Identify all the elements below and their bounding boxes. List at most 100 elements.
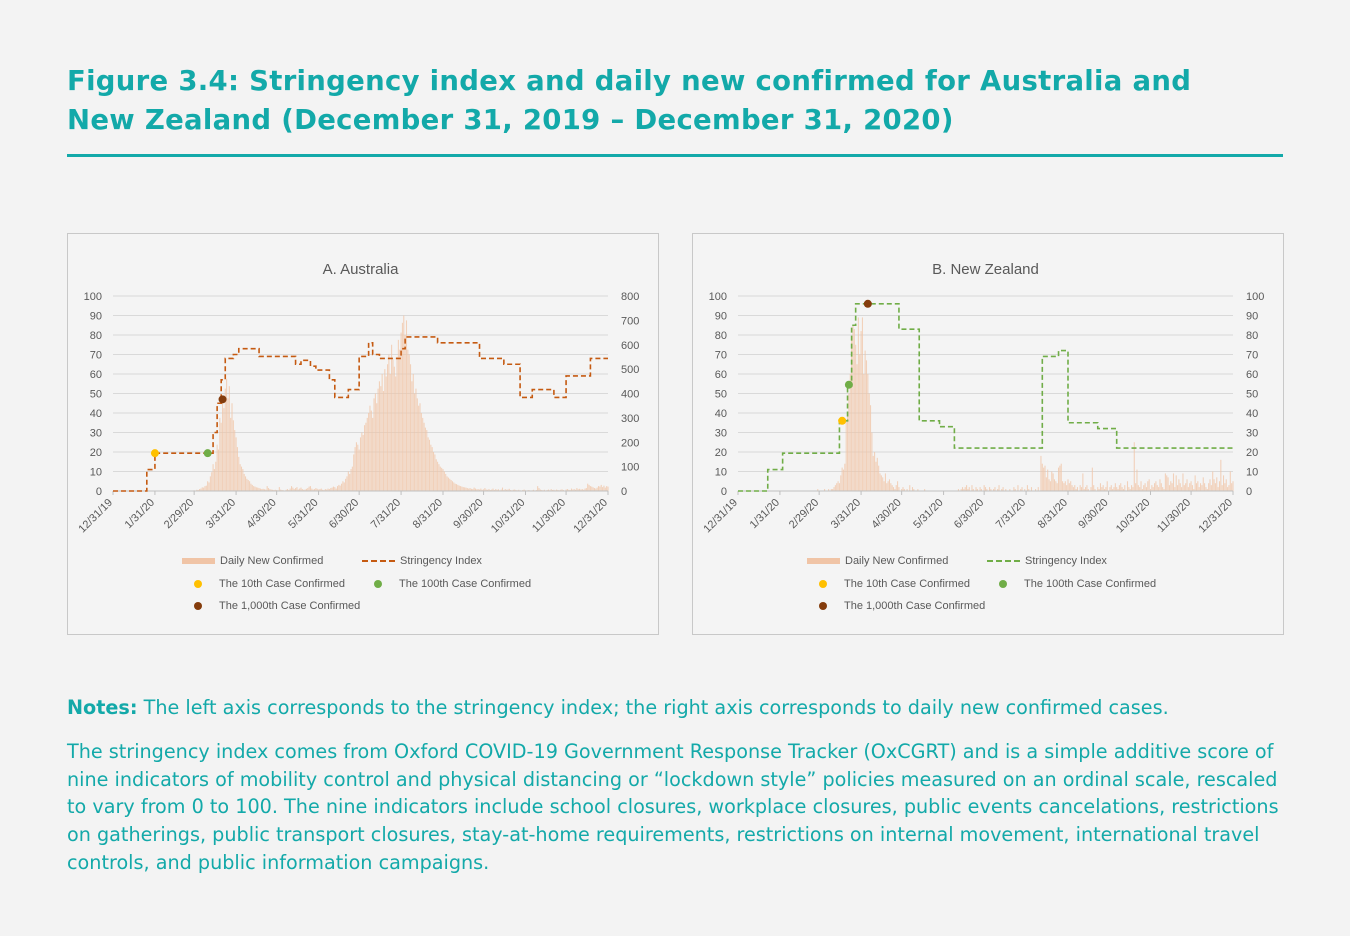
daily-case-bar <box>887 481 889 491</box>
x-axis-tick-label: 2/29/20 <box>787 497 821 531</box>
daily-case-bar <box>491 489 493 491</box>
daily-case-bar <box>836 483 838 491</box>
daily-case-bar <box>353 454 355 491</box>
daily-case-bar <box>1140 481 1142 491</box>
daily-case-bar <box>1141 489 1143 491</box>
daily-case-bar <box>247 480 249 491</box>
daily-case-bar <box>442 469 444 491</box>
right-axis-tick-label: 700 <box>621 315 639 327</box>
daily-case-bar <box>1197 481 1199 491</box>
daily-case-bar <box>393 366 395 491</box>
legend-1000th-case: The 1,000th Case Confirmed <box>194 600 360 612</box>
x-axis-tick-label: 10/31/20 <box>1114 497 1153 536</box>
daily-case-bar <box>358 449 360 491</box>
daily-case-bar <box>369 405 371 491</box>
daily-case-bar <box>600 484 602 491</box>
daily-case-bar <box>377 388 379 491</box>
x-axis-tick-label: 9/30/20 <box>451 497 485 531</box>
daily-case-bar <box>878 465 880 491</box>
stringency-index-line <box>738 303 1233 492</box>
daily-case-bar <box>1189 483 1191 491</box>
left-axis-tick-label: 80 <box>90 330 102 342</box>
daily-case-bar <box>285 489 287 491</box>
daily-case-bar <box>354 447 356 491</box>
right-axis-tick-label: 10 <box>1246 467 1258 479</box>
x-axis-tick-label: 4/30/20 <box>244 497 278 531</box>
daily-case-bar <box>606 486 608 491</box>
x-axis-tick-label: 9/30/20 <box>1076 497 1110 531</box>
daily-case-bar <box>1093 485 1095 491</box>
daily-case-bar <box>1048 479 1050 491</box>
daily-case-bar <box>976 489 978 491</box>
daily-case-bar <box>1017 485 1019 491</box>
daily-case-bar <box>476 489 478 491</box>
daily-case-bar <box>469 488 471 491</box>
left-axis-tick-label: 90 <box>90 311 102 323</box>
daily-case-bar <box>589 486 591 491</box>
daily-case-bar <box>430 444 432 491</box>
daily-case-bar <box>278 487 280 491</box>
daily-case-bar <box>1168 485 1170 491</box>
daily-case-bar <box>289 488 291 491</box>
daily-case-bar <box>484 488 486 491</box>
daily-case-bar <box>1090 487 1092 491</box>
daily-case-bar <box>1064 481 1066 491</box>
daily-case-bar <box>1087 489 1089 491</box>
daily-case-bar <box>381 374 383 491</box>
daily-case-bar <box>431 447 433 491</box>
x-axis-tick-label: 12/31/20 <box>571 497 610 536</box>
daily-case-bar <box>220 422 222 491</box>
daily-case-bar <box>207 481 209 491</box>
daily-case-bar <box>1213 479 1215 491</box>
daily-case-bar <box>347 471 349 491</box>
daily-case-bar <box>437 461 439 491</box>
daily-case-bar <box>343 482 345 491</box>
daily-case-bar <box>349 473 351 491</box>
daily-case-bar <box>266 486 268 491</box>
daily-case-bar <box>208 482 210 491</box>
daily-case-bar <box>1070 481 1072 491</box>
right-axis-tick-label: 100 <box>1246 291 1264 303</box>
daily-case-bar <box>466 488 468 491</box>
daily-case-bar <box>315 488 317 491</box>
right-axis-tick-label: 30 <box>1246 428 1258 440</box>
daily-case-bar <box>230 417 232 491</box>
daily-case-bar <box>450 480 452 491</box>
daily-case-bar <box>565 489 567 491</box>
daily-case-bar <box>449 478 451 491</box>
daily-case-bar <box>1228 485 1230 491</box>
daily-case-bar <box>1005 489 1007 491</box>
daily-case-bar <box>882 477 884 491</box>
daily-case-bar <box>886 483 888 491</box>
daily-case-bar <box>313 489 316 491</box>
daily-case-bar <box>227 398 229 491</box>
legend-daily-new-confirmed: Daily New Confirmed <box>807 555 948 567</box>
daily-case-bar <box>245 476 247 491</box>
chart-australia: A. Australia 0 10 20 30 40 50 60 70 80 90 100 0 100 20… <box>76 261 639 536</box>
daily-case-bar <box>1149 489 1152 491</box>
legend-daily-new-confirmed: Daily New Confirmed <box>182 555 323 567</box>
daily-case-bar <box>909 485 911 491</box>
daily-case-bar <box>874 452 876 491</box>
daily-case-bar <box>585 488 587 491</box>
daily-case-bar <box>576 488 578 491</box>
daily-case-bar <box>837 481 839 491</box>
bar-swatch <box>182 558 215 564</box>
daily-case-bar <box>1079 485 1081 491</box>
daily-case-bar <box>366 417 368 491</box>
daily-case-bar <box>242 469 244 491</box>
daily-case-bar <box>1024 489 1026 491</box>
daily-case-bar <box>222 400 224 491</box>
right-axis-tick-label: 100 <box>621 462 639 474</box>
daily-case-bar <box>847 413 849 491</box>
daily-case-bar <box>592 487 594 491</box>
daily-case-bar <box>1135 483 1137 491</box>
right-axis-tick-label: 90 <box>1246 311 1258 323</box>
daily-case-bar <box>867 374 869 491</box>
daily-case-bar <box>550 489 552 491</box>
daily-case-bar <box>593 488 596 491</box>
daily-case-bar <box>840 475 842 491</box>
notes-label: Notes: <box>67 696 138 719</box>
left-axis-tick-label: 40 <box>90 408 102 420</box>
x-axis-tick-label: 5/31/20 <box>286 497 320 531</box>
